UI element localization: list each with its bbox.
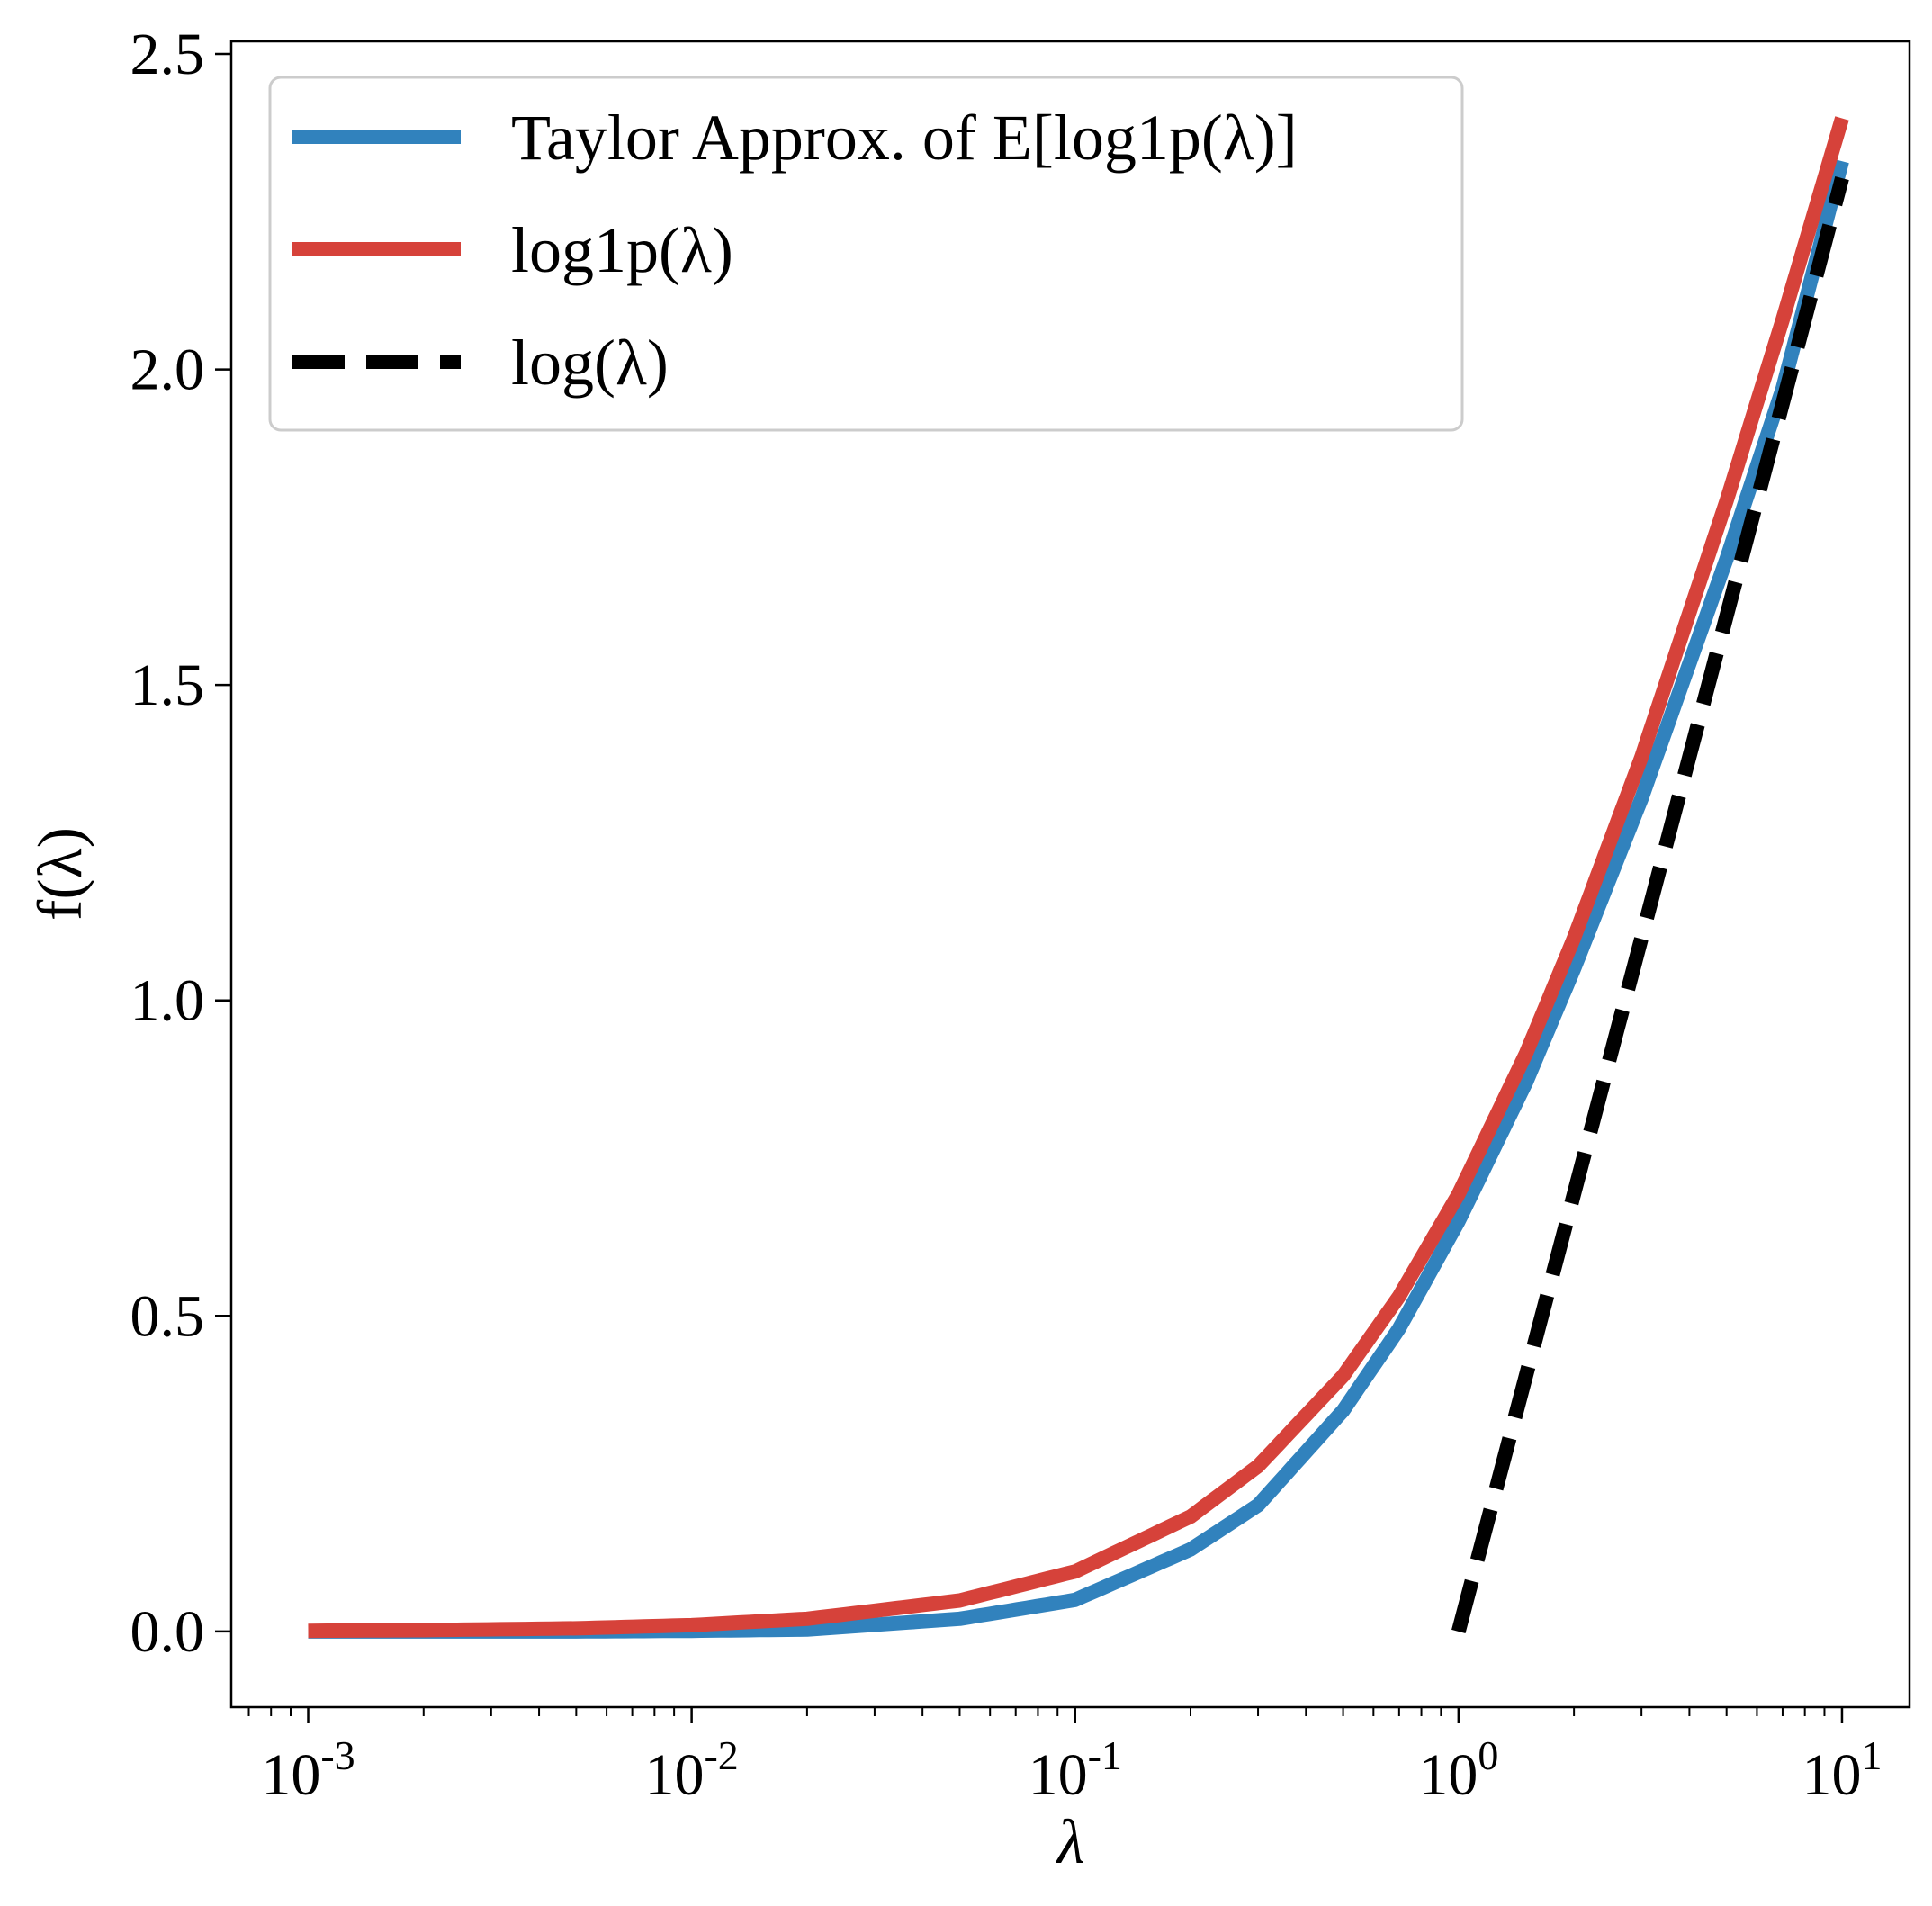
x-tick-label: 10-2 (644, 1732, 738, 1808)
y-tick-label: 1.5 (130, 652, 205, 718)
legend: Taylor Approx. of E[log1p(λ)] log1p(λ) log… (268, 76, 1464, 432)
x-tick-label: 101 (1802, 1732, 1882, 1808)
plot-frame (229, 40, 1911, 1709)
y-axis-label: f(λ) (26, 827, 95, 921)
y-tick-label: 2.5 (130, 22, 205, 87)
series-line-1 (308, 116, 1849, 1639)
legend-label-1: log1p(λ) (511, 214, 733, 286)
y-axis-ticks: 0.0 0.5 1.0 1.5 2.0 2.5 (130, 22, 231, 1665)
series-line-2 (1451, 176, 1849, 1633)
x-tick-label: 10-3 (261, 1732, 355, 1808)
x-axis-ticks: 10-3 10-2 10-1 100 101 (261, 1707, 1882, 1808)
y-tick-label: 2.0 (130, 337, 205, 403)
legend-frame (268, 76, 1464, 432)
y-tick-label: 0.5 (130, 1283, 205, 1349)
y-tick-label: 0.0 (130, 1599, 205, 1665)
y-tick-label: 1.0 (130, 968, 205, 1034)
x-tick-label: 10-1 (1029, 1732, 1122, 1808)
x-minor-ticks (247, 1707, 1826, 1716)
series-layer (308, 116, 1849, 1639)
legend-items: Taylor Approx. of E[log1p(λ)] log1p(λ) log… (292, 102, 1298, 399)
x-tick-label: 100 (1418, 1732, 1498, 1808)
legend-label-2: log(λ) (511, 327, 669, 399)
x-axis-label: λ (1056, 1808, 1084, 1877)
legend-label-0: Taylor Approx. of E[log1p(λ)] (511, 102, 1298, 174)
